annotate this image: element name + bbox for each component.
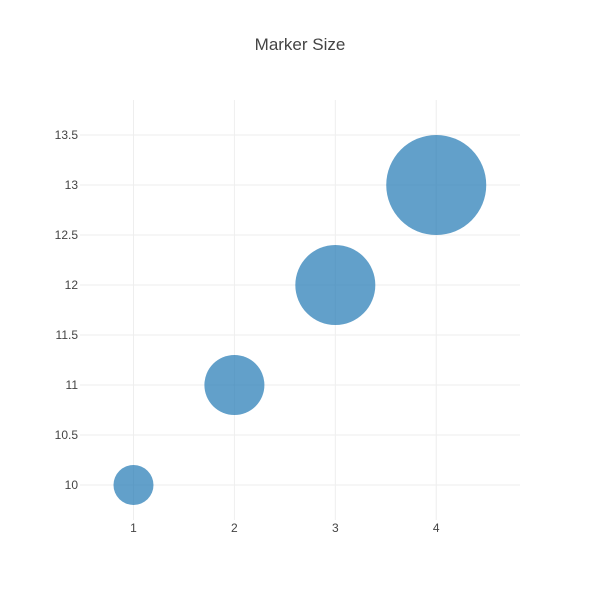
points-layer (113, 135, 487, 505)
y-tick-label: 12.5 (55, 228, 79, 242)
chart-title: Marker Size (255, 35, 346, 54)
y-tick-label: 11.5 (56, 328, 79, 342)
scatter-point[interactable] (113, 465, 154, 505)
scatter-point[interactable] (295, 245, 376, 325)
x-tick-label: 4 (433, 521, 440, 535)
x-tick-label: 3 (332, 521, 339, 535)
x-tick-label: 2 (231, 521, 238, 535)
x-axis-ticks: 1 2 3 4 (130, 521, 440, 535)
y-tick-label: 10 (65, 478, 79, 492)
y-tick-label: 12 (65, 278, 79, 292)
y-tick-label: 13.5 (55, 128, 79, 142)
y-tick-label: 11 (66, 378, 79, 392)
y-tick-label: 13 (65, 178, 79, 192)
y-axis-ticks: 10 10.5 11 11.5 12 12.5 13 13.5 (55, 128, 79, 492)
y-tick-label: 10.5 (55, 428, 79, 442)
x-tick-label: 1 (130, 521, 137, 535)
scatter-point[interactable] (386, 135, 487, 235)
scatter-point[interactable] (204, 355, 265, 415)
